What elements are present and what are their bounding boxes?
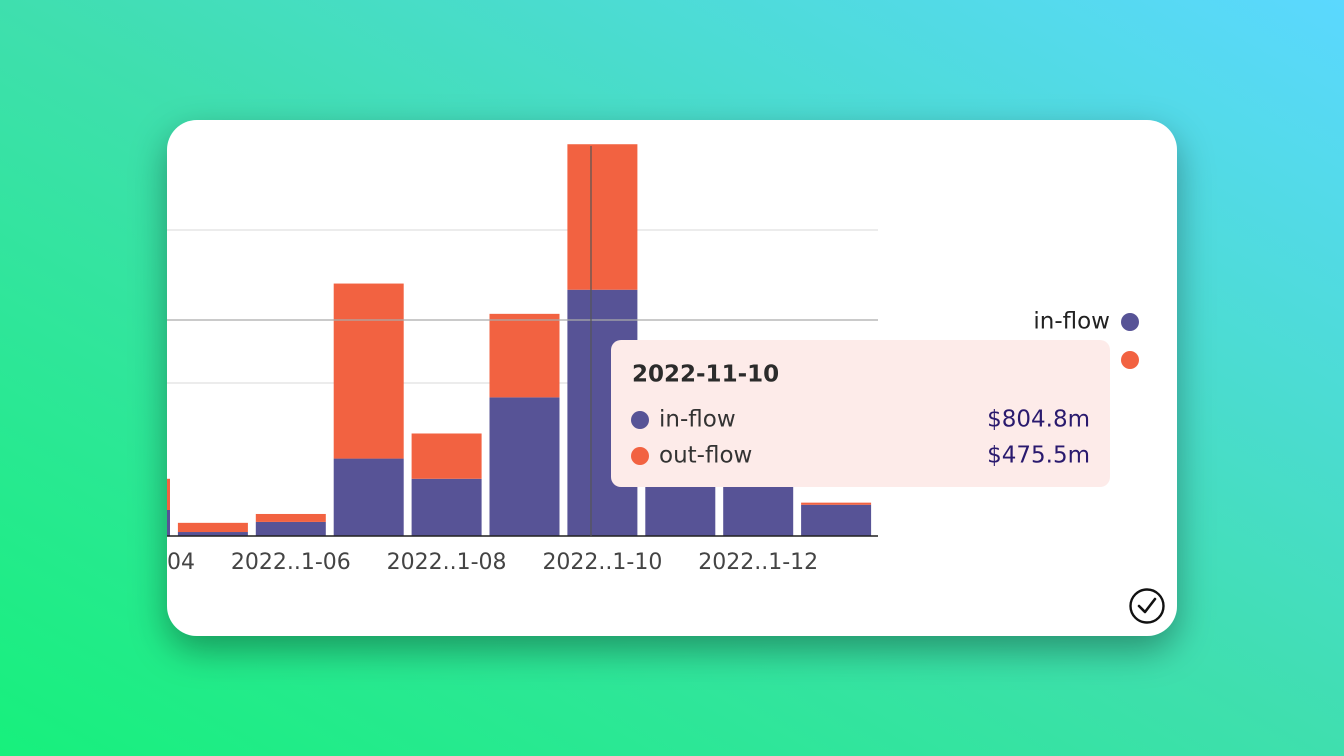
legend-swatch [1121,313,1139,331]
check-icon[interactable] [1129,588,1165,624]
x-tick-label: 2022..1-04 [75,550,195,575]
tooltip-value: $804.8m [987,407,1090,433]
bar-segment [167,509,170,536]
bar-segment [255,513,326,522]
check-circle[interactable] [1129,588,1165,624]
chart-card: 050010002022..1-042022..1-062022..1-0820… [75,144,1165,624]
x-tick-label: 2022..1-10 [542,550,662,575]
tooltip-swatch [631,447,649,465]
bar-segment [801,504,872,536]
tooltip-title: 2022-11-10 [632,362,779,388]
legend-swatch [1121,351,1139,369]
bar-segment [167,478,170,510]
bar-segment [567,144,638,290]
tooltip-series: out-flow [659,443,752,469]
bar-segment [177,532,248,536]
legend-label: in-flow [1033,309,1110,335]
check-mark[interactable] [1137,597,1157,614]
bar-segment [333,283,404,459]
bar-segment [255,521,326,536]
plot-area: 050010002022..1-042022..1-062022..1-0820… [75,144,878,575]
tooltip-swatch [631,411,649,429]
tooltip-value: $475.5m [987,443,1090,469]
tooltip-series: in-flow [659,407,736,433]
bar-segment [177,522,248,533]
bar-segment [333,458,404,536]
tooltip: 2022-11-10 in-flow $804.8m out-flow $475.5m [611,340,1110,487]
tooltip-box [611,340,1110,487]
bar-segment [489,313,560,398]
bar-segment [489,397,560,536]
x-tick-label: 2022..1-06 [231,550,351,575]
x-tick-label: 2022..1-12 [698,550,818,575]
bar-segment [411,478,482,536]
bar-segment [801,502,872,505]
bar-segment [411,433,482,479]
x-tick-label: 2022..1-08 [387,550,507,575]
